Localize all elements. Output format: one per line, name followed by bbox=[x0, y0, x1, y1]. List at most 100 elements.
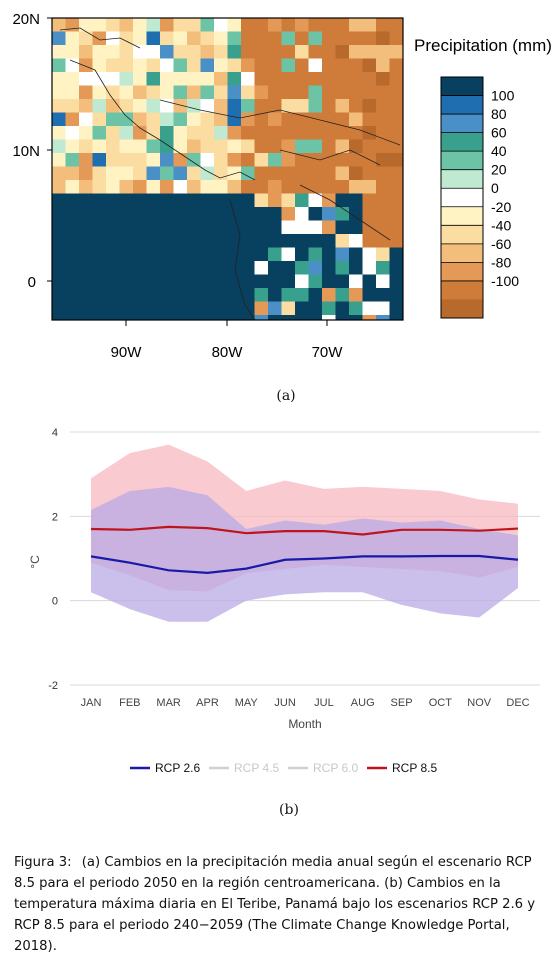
map-cell bbox=[106, 166, 120, 180]
map-cell bbox=[376, 315, 390, 320]
map-cell bbox=[362, 58, 376, 72]
map-cell bbox=[335, 99, 349, 113]
map-cell bbox=[173, 85, 187, 99]
map-cell bbox=[322, 315, 336, 320]
map-cell bbox=[65, 99, 79, 113]
map-cell bbox=[106, 301, 120, 315]
map-cell bbox=[65, 274, 79, 288]
map-cell bbox=[146, 112, 160, 126]
legend-entry[interactable]: RCP 6.0 bbox=[313, 761, 358, 775]
map-cell bbox=[106, 18, 120, 32]
map-cell bbox=[349, 247, 363, 261]
map-cell bbox=[133, 85, 147, 99]
legend-entry[interactable]: RCP 2.6 bbox=[155, 761, 200, 775]
map-cell bbox=[52, 180, 66, 194]
map-cell bbox=[119, 153, 133, 167]
map-cell bbox=[362, 166, 376, 180]
map-cell bbox=[254, 112, 268, 126]
map-cell bbox=[92, 180, 106, 194]
map-cell bbox=[335, 126, 349, 140]
coastline-lines bbox=[59, 27, 401, 321]
map-cell bbox=[52, 234, 66, 248]
map-cell bbox=[295, 31, 309, 45]
map-cell bbox=[187, 126, 201, 140]
map-cell bbox=[133, 112, 147, 126]
map-cell bbox=[389, 18, 403, 32]
y-tick-label: 4 bbox=[52, 427, 58, 439]
map-cell bbox=[254, 180, 268, 194]
map-cell bbox=[308, 18, 322, 32]
map-cell bbox=[308, 207, 322, 221]
map-cell bbox=[160, 288, 174, 302]
map-cell bbox=[160, 85, 174, 99]
x-tick-label: DEC bbox=[506, 697, 529, 709]
map-cell bbox=[146, 85, 160, 99]
map-cell bbox=[133, 247, 147, 261]
map-cell bbox=[187, 180, 201, 194]
colorbar-label: 20 bbox=[491, 162, 507, 178]
map-cell bbox=[160, 72, 174, 86]
map-cell bbox=[65, 315, 79, 320]
colorbar-swatch bbox=[441, 77, 483, 97]
map-cell bbox=[200, 261, 214, 275]
map-cell bbox=[295, 58, 309, 72]
map-cell bbox=[200, 112, 214, 126]
map-cell bbox=[214, 112, 228, 126]
map-cell bbox=[376, 207, 390, 221]
map-cell bbox=[146, 45, 160, 59]
map-cell bbox=[241, 301, 255, 315]
map-cell bbox=[349, 112, 363, 126]
map-cell bbox=[308, 288, 322, 302]
map-cell bbox=[214, 247, 228, 261]
map-cell bbox=[308, 31, 322, 45]
map-cell bbox=[322, 274, 336, 288]
map-cell bbox=[106, 99, 120, 113]
legend-entry[interactable]: RCP 8.5 bbox=[392, 761, 437, 775]
map-cell bbox=[362, 288, 376, 302]
map-cell bbox=[173, 126, 187, 140]
map-cell bbox=[268, 166, 282, 180]
map-cell bbox=[268, 72, 282, 86]
map-cell bbox=[389, 99, 403, 113]
map-cell bbox=[376, 58, 390, 72]
map-cell bbox=[376, 247, 390, 261]
map-cell bbox=[52, 315, 66, 320]
map-cell bbox=[187, 220, 201, 234]
map-cell bbox=[106, 247, 120, 261]
map-cell bbox=[281, 112, 295, 126]
map-cell bbox=[79, 166, 93, 180]
map-cell bbox=[349, 58, 363, 72]
map-cell bbox=[187, 85, 201, 99]
map-cell bbox=[322, 153, 336, 167]
map-cell bbox=[254, 247, 268, 261]
map-cell bbox=[362, 99, 376, 113]
map-cell bbox=[241, 261, 255, 275]
map-cell bbox=[92, 193, 106, 207]
map-cell bbox=[281, 126, 295, 140]
map-cell bbox=[106, 153, 120, 167]
map-cell bbox=[349, 139, 363, 153]
map-cell bbox=[295, 45, 309, 59]
map-cell bbox=[254, 126, 268, 140]
map-xtick-80w: 80W bbox=[212, 344, 244, 361]
map-cell bbox=[79, 153, 93, 167]
map-cell bbox=[335, 180, 349, 194]
map-cell bbox=[254, 288, 268, 302]
map-cell bbox=[268, 207, 282, 221]
map-cell bbox=[106, 58, 120, 72]
map-cell bbox=[119, 180, 133, 194]
colorbar-swatch bbox=[441, 225, 483, 245]
map-cell bbox=[322, 288, 336, 302]
legend-entry[interactable]: RCP 4.5 bbox=[234, 761, 279, 775]
colorbar-swatch bbox=[441, 169, 483, 189]
map-cell bbox=[389, 247, 403, 261]
map-cell bbox=[389, 193, 403, 207]
map-cell bbox=[92, 220, 106, 234]
map-cell bbox=[227, 139, 241, 153]
map-cell bbox=[335, 58, 349, 72]
map-cell bbox=[227, 274, 241, 288]
map-cell bbox=[187, 261, 201, 275]
line-rcp-2-6 bbox=[90, 554, 519, 574]
map-cell bbox=[79, 288, 93, 302]
x-tick-label: JUN bbox=[274, 697, 295, 709]
